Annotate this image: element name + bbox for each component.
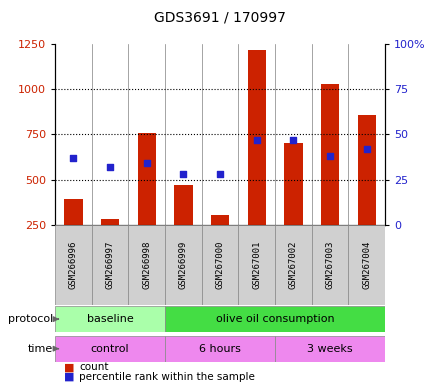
Bar [321, 84, 339, 225]
Point [143, 160, 150, 166]
Point [363, 146, 370, 152]
Point [326, 153, 334, 159]
Bar [238, 225, 275, 305]
Text: GDS3691 / 170997: GDS3691 / 170997 [154, 11, 286, 25]
Point [70, 155, 77, 161]
Bar [275, 336, 385, 362]
Bar [55, 306, 165, 332]
Text: GSM266999: GSM266999 [179, 241, 188, 289]
Bar [55, 336, 165, 362]
Text: GSM267003: GSM267003 [326, 241, 334, 289]
Text: ■: ■ [64, 372, 74, 382]
Point [216, 171, 224, 177]
Point [290, 137, 297, 143]
Text: GSM267000: GSM267000 [216, 241, 224, 289]
Bar [312, 225, 348, 305]
Bar [92, 225, 128, 305]
Bar [358, 114, 376, 225]
Text: 3 weeks: 3 weeks [307, 344, 353, 354]
Bar [64, 199, 83, 225]
Bar [284, 144, 303, 225]
Bar [348, 225, 385, 305]
Text: percentile rank within the sample: percentile rank within the sample [79, 372, 255, 382]
Text: olive oil consumption: olive oil consumption [216, 314, 334, 324]
Bar [128, 225, 165, 305]
Bar [165, 225, 202, 305]
Bar [101, 219, 119, 225]
Bar [275, 225, 312, 305]
Bar [138, 132, 156, 225]
Bar [165, 336, 275, 362]
Bar [202, 225, 238, 305]
Bar [165, 306, 385, 332]
Text: baseline: baseline [87, 314, 133, 324]
Text: GSM266998: GSM266998 [142, 241, 151, 289]
Text: GSM266996: GSM266996 [69, 241, 78, 289]
Text: control: control [91, 344, 129, 354]
Text: GSM267004: GSM267004 [362, 241, 371, 289]
Bar [211, 215, 229, 225]
Text: GSM267002: GSM267002 [289, 241, 298, 289]
Text: time: time [28, 344, 53, 354]
Text: ■: ■ [64, 362, 74, 372]
Point [106, 164, 114, 170]
Text: count: count [79, 362, 109, 372]
Bar [248, 50, 266, 225]
Text: GSM267001: GSM267001 [252, 241, 261, 289]
Bar [174, 185, 193, 225]
Text: GSM266997: GSM266997 [106, 241, 114, 289]
Bar [55, 225, 92, 305]
Text: protocol: protocol [7, 314, 53, 324]
Point [180, 171, 187, 177]
Point [253, 137, 260, 143]
Text: 6 hours: 6 hours [199, 344, 241, 354]
